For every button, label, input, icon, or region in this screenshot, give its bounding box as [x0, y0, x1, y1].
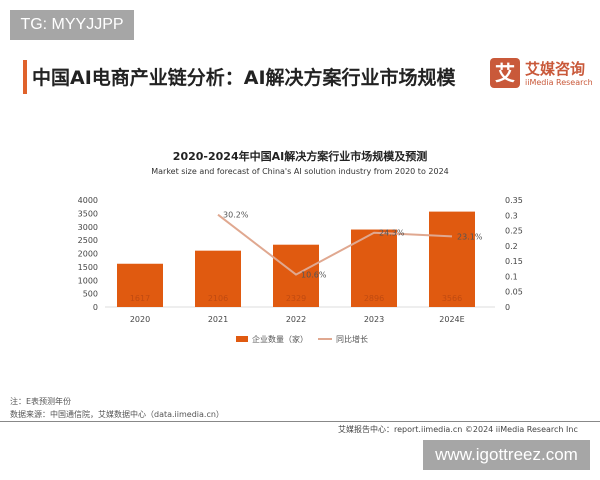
title-accent-bar	[23, 60, 27, 94]
chart-title: 2020-2024年中国AI解决方案行业市场规模及预测	[172, 150, 428, 163]
y-left-tick: 3500	[78, 209, 98, 218]
logo-en: iiMedia Research	[525, 78, 593, 87]
y-left-tick: 3000	[78, 223, 98, 232]
chart-subtitle: Market size and forecast of China's AI s…	[151, 167, 449, 176]
bar	[351, 229, 397, 307]
legend-line-label: 同比增长	[336, 334, 368, 344]
bar	[429, 211, 475, 307]
y-left-tick: 4000	[78, 196, 98, 205]
y-right-tick: 0	[505, 303, 510, 312]
y-left-tick: 0	[93, 303, 98, 312]
bar	[195, 250, 241, 307]
logo-cn: 艾媒咨询	[525, 60, 586, 78]
bar-label: 2896	[364, 294, 384, 303]
bar-label: 2329	[286, 294, 306, 303]
y-right-tick: 0.35	[505, 196, 523, 205]
x-tick: 2022	[286, 315, 306, 324]
growth-line	[217, 213, 453, 276]
page-title: 中国AI电商产业链分析：AI解决方案行业市场规模	[32, 67, 456, 89]
bar	[117, 263, 163, 307]
line-label: 23.1%	[457, 232, 483, 241]
bar	[273, 244, 319, 307]
y-left-tick: 1000	[78, 276, 98, 285]
y-right-tick: 0.05	[505, 288, 523, 297]
legend-bar-swatch	[236, 336, 248, 342]
logo-mark: 艾	[490, 58, 520, 88]
footer: 艾媒报告中心：report.iimedia.cn ©2024 iiMedia R…	[338, 425, 578, 434]
note: 注：E表预测年份	[10, 397, 72, 406]
legend-bar-label: 企业数量（家）	[252, 334, 308, 344]
x-tick: 2020	[130, 315, 150, 324]
y-right-tick: 0.3	[505, 211, 518, 220]
line-label: 30.2%	[223, 211, 249, 220]
x-tick: 2023	[364, 315, 384, 324]
y-left-tick: 2500	[78, 236, 98, 245]
bar-label: 2106	[208, 294, 228, 303]
x-tick: 2021	[208, 315, 228, 324]
source: 数据来源：中国通信院，艾媒数据中心（data.iimedia.cn）	[10, 410, 224, 419]
line-label: 24.3%	[379, 229, 405, 238]
y-right-tick: 0.1	[505, 272, 518, 281]
watermark-bottom: www.igottreez.com	[423, 440, 590, 470]
y-right-tick: 0.25	[505, 227, 523, 236]
x-tick: 2024E	[439, 315, 464, 324]
y-left-tick: 1500	[78, 263, 98, 272]
y-left-tick: 500	[83, 290, 98, 299]
bar-label: 1617	[130, 294, 150, 303]
bar-label: 3566	[442, 294, 462, 303]
divider	[0, 421, 600, 422]
line-label: 10.6%	[301, 271, 327, 280]
watermark-top: TG: MYYJJPP	[10, 10, 134, 40]
y-right-tick: 0.15	[505, 257, 523, 266]
y-right-tick: 0.2	[505, 242, 518, 251]
y-left-tick: 2000	[78, 250, 98, 259]
